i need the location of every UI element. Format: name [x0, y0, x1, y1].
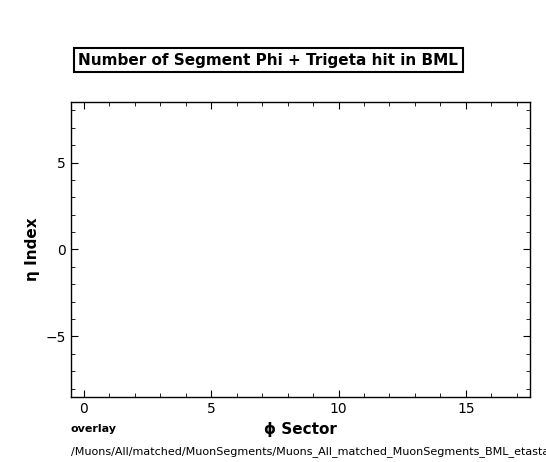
- Y-axis label: η Index: η Index: [25, 218, 40, 281]
- X-axis label: ϕ Sector: ϕ Sector: [264, 422, 337, 437]
- Text: /Muons/All/matched/MuonSegments/Muons_All_matched_MuonSegments_BML_etasta: /Muons/All/matched/MuonSegments/Muons_Al…: [71, 446, 546, 457]
- Text: overlay: overlay: [71, 424, 117, 434]
- Text: Number of Segment Phi + Trigeta hit in BML: Number of Segment Phi + Trigeta hit in B…: [78, 53, 458, 67]
